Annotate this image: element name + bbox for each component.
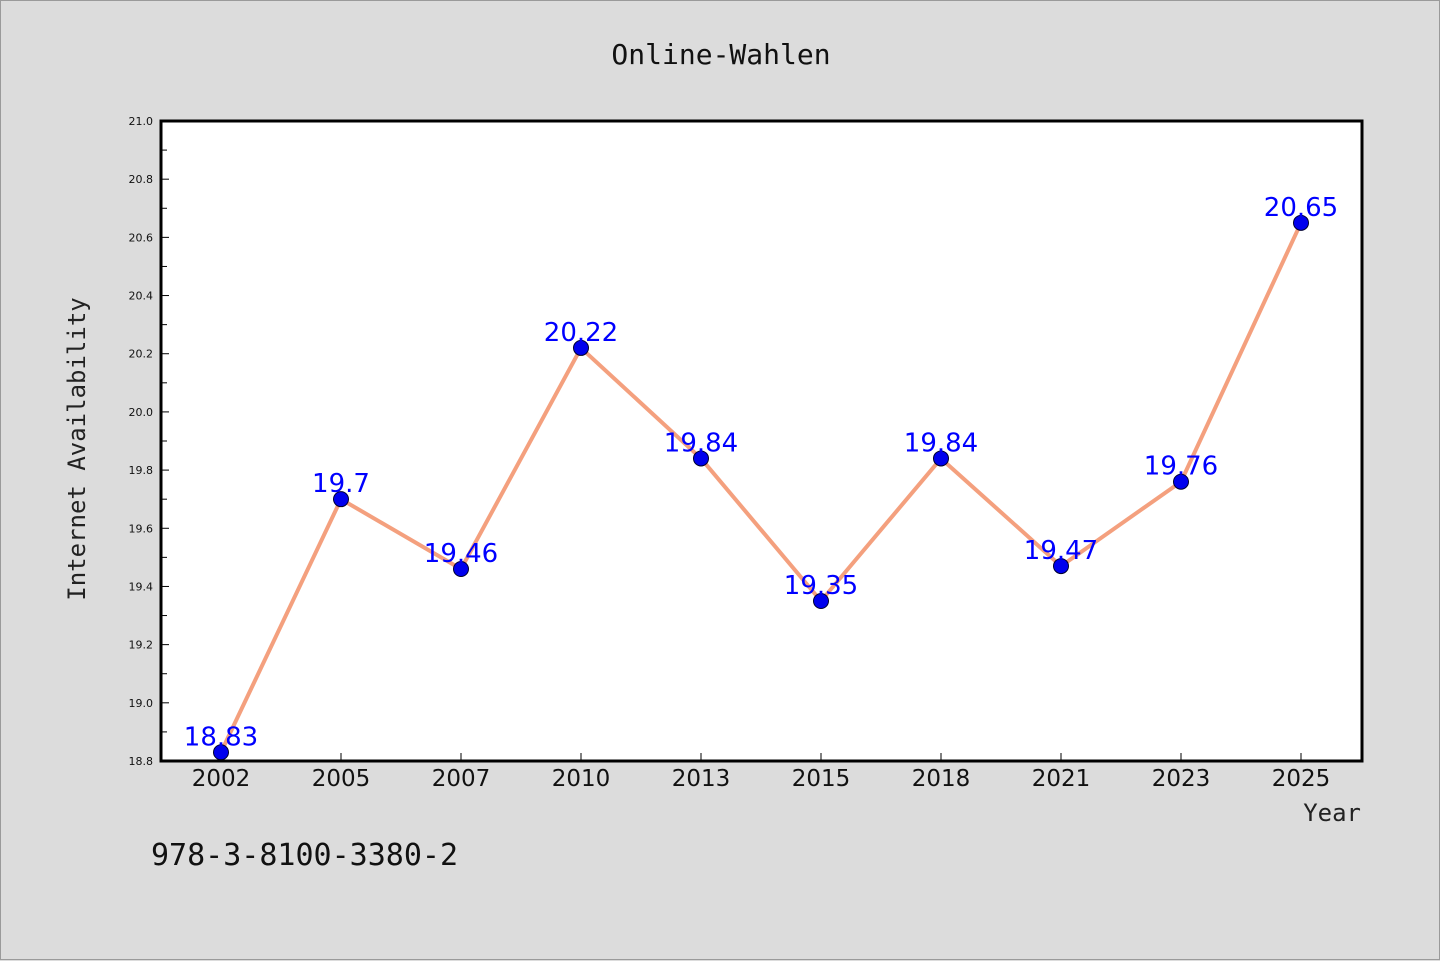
data-label: 19.35 xyxy=(784,571,858,601)
data-point xyxy=(813,593,829,609)
series-line xyxy=(219,221,1303,754)
data-label: 20.65 xyxy=(1264,193,1338,223)
x-tick-label: 2005 xyxy=(312,766,371,792)
x-axis-label: Year xyxy=(1303,799,1361,827)
data-label: 19.47 xyxy=(1024,536,1098,566)
data-label: 19.84 xyxy=(664,428,738,458)
data-label: 20.22 xyxy=(544,318,618,348)
data-point xyxy=(693,450,709,467)
data-label: 19.84 xyxy=(904,428,978,458)
y-tick-label: 19.2 xyxy=(129,639,154,652)
data-label: 18.83 xyxy=(184,722,258,752)
y-tick-label: 19.6 xyxy=(129,522,154,535)
chart-title: Online-Wahlen xyxy=(611,38,830,71)
y-tick-label: 20.0 xyxy=(129,406,154,419)
data-point xyxy=(453,561,469,577)
data-label: 19.46 xyxy=(424,539,498,569)
y-tick-label: 18.8 xyxy=(129,755,154,768)
data-labels: 18.83 19.7 19.46 20.22 19.84 19.35 19.84 19.47 1… xyxy=(184,193,1338,752)
y-axis: 18.8 19.0 19.2 19.4 19.6 19.8 20.0 20.2 20.4 20.6… xyxy=(129,115,169,768)
plot-area xyxy=(161,121,1362,761)
y-tick-label: 20.8 xyxy=(129,173,154,186)
y-tick-label: 20.2 xyxy=(129,348,154,361)
y-tick-label: 20.4 xyxy=(129,290,154,303)
y-tick-label: 21.0 xyxy=(129,115,154,128)
x-tick-label: 2018 xyxy=(912,766,971,792)
x-tick-label: 2002 xyxy=(192,766,251,792)
data-label: 19.7 xyxy=(312,469,370,499)
x-tick-label: 2015 xyxy=(792,766,851,792)
y-axis-label: Internet Availability xyxy=(63,297,91,600)
y-tick-label: 19.4 xyxy=(129,580,154,593)
series-markers xyxy=(213,214,1309,761)
data-point xyxy=(333,491,349,508)
plot-frame xyxy=(159,119,1364,763)
x-tick-label: 2010 xyxy=(552,766,611,792)
data-point xyxy=(1293,214,1309,231)
x-tick-label: 2025 xyxy=(1272,766,1331,792)
data-point xyxy=(933,450,949,467)
y-tick-label: 19.0 xyxy=(129,697,154,710)
x-axis: 2002 2005 2007 2010 2013 2015 2018 2021 2023 2025 xyxy=(192,753,1331,792)
isbn-annotation: 978-3-8100-3380-2 xyxy=(151,838,458,873)
x-tick-label: 2007 xyxy=(432,766,491,792)
y-tick-label: 20.6 xyxy=(129,231,154,244)
x-tick-label: 2023 xyxy=(1152,766,1211,792)
data-point xyxy=(1053,558,1069,575)
data-label: 19.76 xyxy=(1144,452,1218,482)
x-tick-label: 2021 xyxy=(1032,766,1091,792)
x-tick-label: 2013 xyxy=(672,766,731,792)
y-tick-label: 19.8 xyxy=(129,464,154,477)
data-point xyxy=(573,339,589,356)
data-point xyxy=(1173,473,1189,490)
